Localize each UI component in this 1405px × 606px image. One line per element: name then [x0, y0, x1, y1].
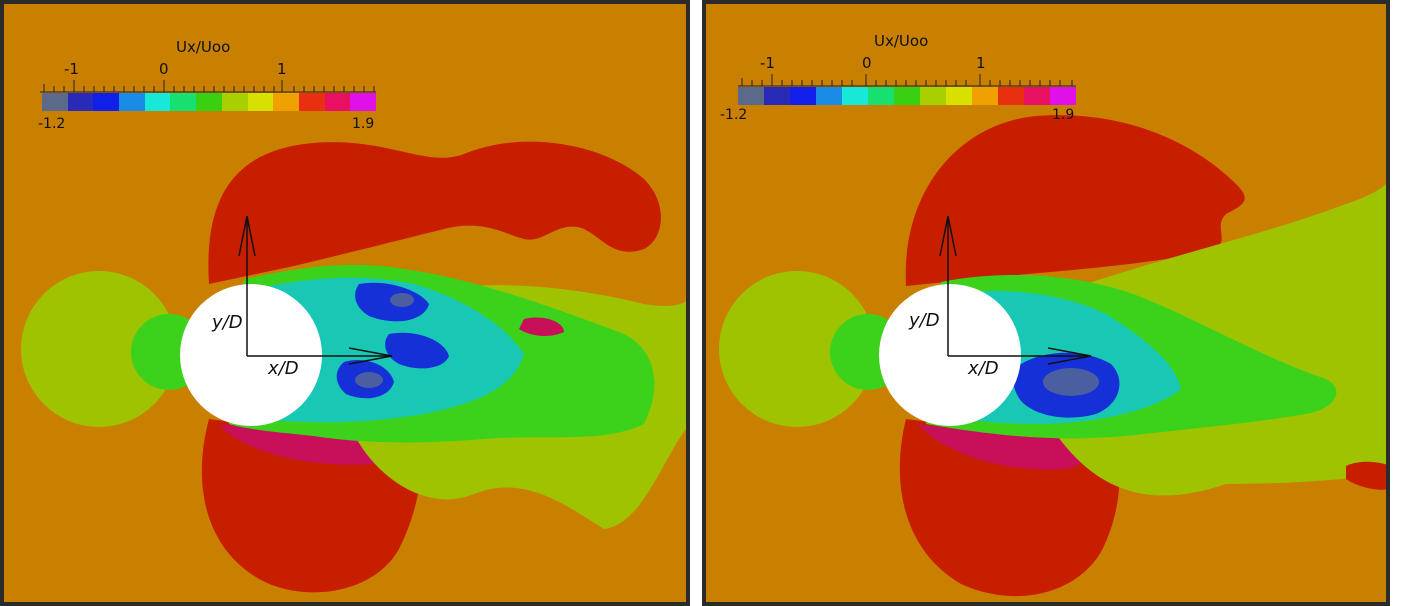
colorbar-swatch-11 [1024, 87, 1050, 105]
y-axis-label: y/D [909, 310, 940, 331]
colorbar-swatch-10 [998, 87, 1024, 105]
colorbar-swatch-7 [221, 93, 248, 111]
colorbar-swatch-8 [946, 87, 972, 105]
colorbar-swatch-7 [920, 87, 946, 105]
upstream-low-velocity-region [719, 271, 875, 427]
colorbar-swatch-10 [298, 93, 325, 111]
x-axis-arrowhead [348, 347, 393, 365]
colorbar-title: Ux/Uoo [874, 32, 929, 50]
velocity-contour-plot [719, 74, 1386, 597]
colorbar-tick-label-1: 1 [976, 54, 986, 72]
colorbar-tick-label-neg1: -1 [64, 60, 79, 78]
colorbar [738, 87, 1076, 105]
velocity-contour-plot [21, 80, 686, 593]
colorbar-swatch-2 [790, 87, 816, 105]
colorbar [42, 93, 376, 111]
upper-shear-lobe [208, 141, 661, 284]
colorbar-swatch-11 [324, 93, 351, 111]
recirculation-core [1043, 368, 1099, 396]
x-axis-arrowhead [1047, 347, 1092, 365]
colorbar-minor-ticks [741, 74, 1073, 86]
colorbar-swatch-6 [196, 93, 222, 111]
far-wake-patch [1346, 461, 1386, 490]
colorbar-tick-label-0: 0 [862, 54, 872, 72]
vortex-core-lower [355, 372, 383, 388]
colorbar-title: Ux/Uoo [176, 38, 231, 56]
colorbar-max-label: 1.9 [352, 116, 375, 132]
colorbar-swatch-3 [816, 87, 842, 105]
wake-peak-patch [519, 317, 564, 336]
cylinder [180, 284, 322, 426]
colorbar-tick-label-neg1: -1 [760, 54, 775, 72]
colorbar-swatch-9 [273, 93, 299, 111]
colorbar-swatch-5 [868, 87, 894, 105]
colorbar-swatch-2 [93, 93, 120, 111]
colorbar-swatch-0 [42, 93, 68, 111]
colorbar-swatch-8 [247, 93, 274, 111]
y-axis-label: y/D [212, 312, 243, 333]
colorbar-swatch-1 [67, 93, 94, 111]
colorbar-swatch-12 [1050, 87, 1076, 105]
upstream-low-velocity-region [21, 271, 177, 427]
x-axis-label: x/D [268, 358, 299, 379]
vortex-core-upper [390, 293, 414, 307]
y-axis-arrowhead [939, 215, 957, 257]
colorbar-swatch-3 [119, 93, 145, 111]
upper-shear-lobe [905, 115, 1245, 286]
cylinder [879, 284, 1021, 426]
colorbar-tick-label-0: 0 [159, 60, 169, 78]
colorbar-swatch-4 [842, 87, 868, 105]
contour-panel-left: Ux/Uoo -1 0 1 -1.2 1.9 y/D x/D [0, 0, 690, 606]
colorbar-minor-ticks [43, 80, 375, 92]
contour-panel-right: Ux/Uoo -1 0 1 -1.2 1.9 y/D x/D [702, 0, 1390, 606]
colorbar-swatch-9 [972, 87, 998, 105]
colorbar-tick-label-1: 1 [277, 60, 287, 78]
y-axis-arrowhead [238, 215, 256, 257]
colorbar-swatch-0 [738, 87, 764, 105]
colorbar-min-label: -1.2 [38, 116, 66, 132]
colorbar-max-label: 1.9 [1052, 107, 1075, 123]
colorbar-swatch-5 [170, 93, 197, 111]
colorbar-min-label: -1.2 [720, 107, 748, 123]
vortex-middle [385, 332, 449, 369]
colorbar-swatch-1 [764, 87, 790, 105]
colorbar-swatch-12 [350, 93, 376, 111]
colorbar-swatch-6 [894, 87, 920, 105]
colorbar-swatch-4 [144, 93, 171, 111]
x-axis-label: x/D [968, 358, 999, 379]
